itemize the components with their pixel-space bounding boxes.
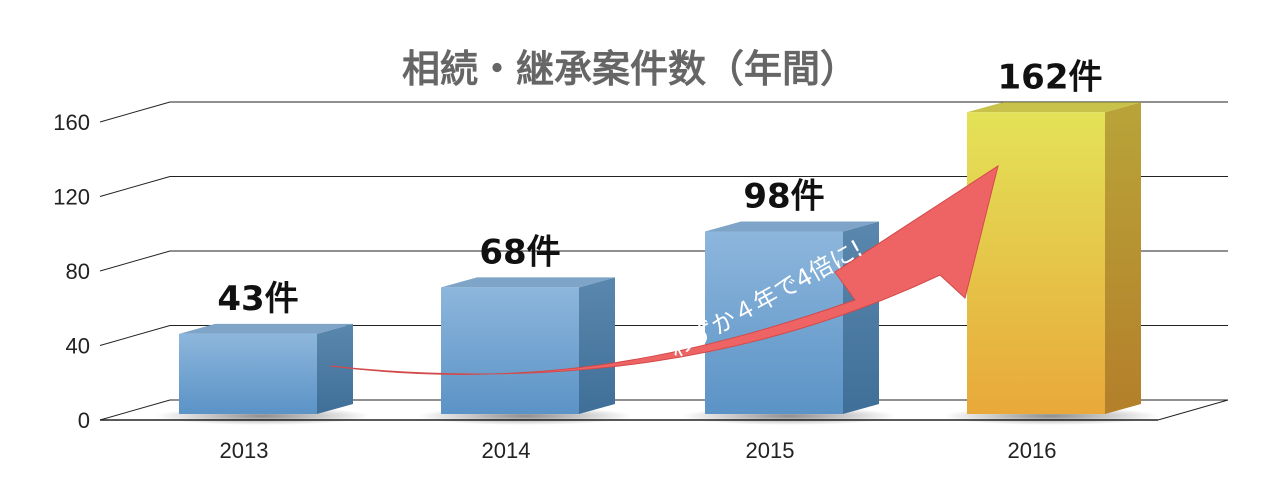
gridline bbox=[99, 101, 1228, 123]
bar-2014: 68件 bbox=[417, 232, 633, 425]
data-label-2016: 162件 bbox=[998, 57, 1103, 97]
x-axis-ticks: 2013 2014 2015 2016 bbox=[220, 438, 1057, 463]
y-tick-label: 160 bbox=[53, 110, 90, 135]
y-tick-label: 0 bbox=[78, 408, 90, 433]
y-tick-label: 80 bbox=[66, 259, 90, 284]
y-tick-label: 40 bbox=[66, 334, 90, 359]
x-tick-label: 2015 bbox=[746, 438, 795, 463]
y-axis-ticks: 0 40 80 120 160 bbox=[53, 110, 90, 433]
arrow-shape bbox=[329, 164, 999, 376]
data-label-2014: 68件 bbox=[479, 232, 560, 272]
x-tick-label: 2013 bbox=[220, 438, 269, 463]
data-label-2013: 43件 bbox=[217, 279, 298, 319]
data-label-2015: 98件 bbox=[743, 176, 824, 216]
y-tick-label: 120 bbox=[53, 185, 90, 210]
bars: 43件 68件 98件 162件 bbox=[155, 57, 1159, 425]
bar-2016: 162件 bbox=[943, 57, 1159, 425]
chart-title: 相続・継承案件数（年間） bbox=[402, 47, 858, 91]
x-tick-label: 2014 bbox=[482, 438, 531, 463]
growth-arrow: わずか４年で4倍に! bbox=[329, 164, 999, 376]
x-tick-label: 2016 bbox=[1008, 438, 1057, 463]
bar-2013: 43件 bbox=[155, 279, 371, 425]
